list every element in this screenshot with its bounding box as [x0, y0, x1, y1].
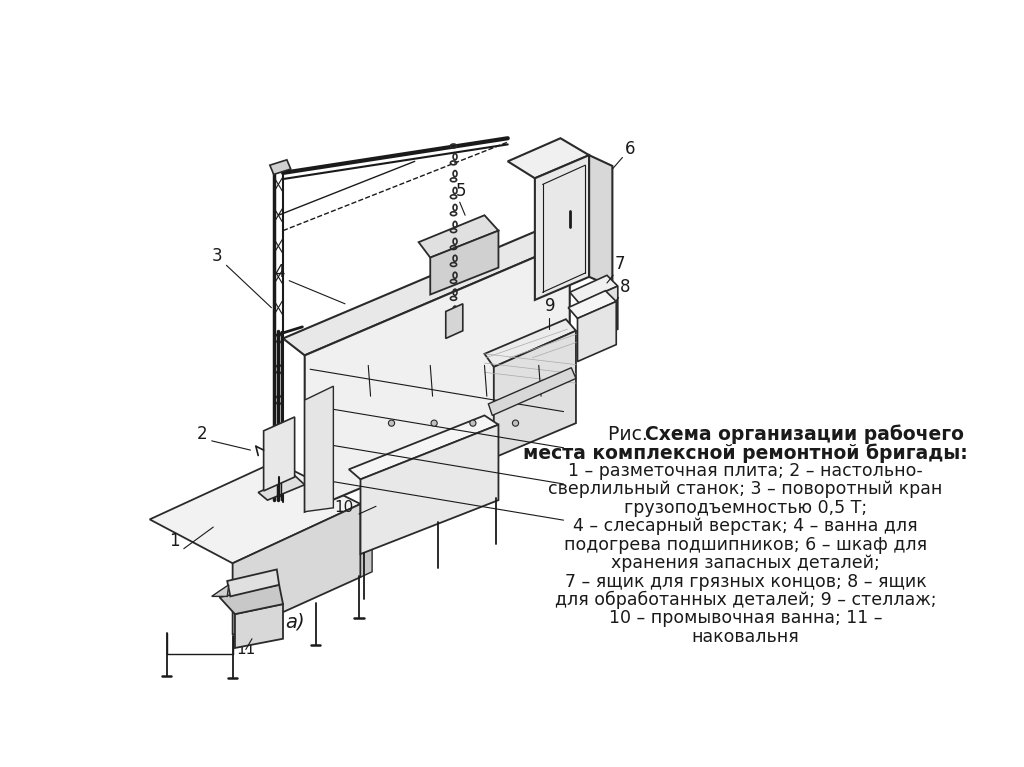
- Polygon shape: [568, 291, 616, 318]
- Text: Рис.: Рис.: [608, 425, 660, 443]
- Text: наковальня: наковальня: [692, 628, 800, 646]
- Polygon shape: [305, 242, 569, 512]
- Text: 11: 11: [237, 642, 255, 657]
- Polygon shape: [258, 476, 305, 500]
- Text: 10: 10: [334, 499, 353, 515]
- Polygon shape: [569, 275, 617, 303]
- Polygon shape: [419, 216, 499, 258]
- Polygon shape: [232, 504, 360, 635]
- Polygon shape: [445, 304, 463, 338]
- Text: 3: 3: [212, 248, 222, 265]
- Text: Схема организации рабочего: Схема организации рабочего: [645, 425, 964, 444]
- Text: а): а): [285, 612, 304, 631]
- Text: 7: 7: [614, 255, 626, 273]
- Polygon shape: [219, 585, 283, 614]
- Polygon shape: [578, 301, 616, 361]
- Circle shape: [431, 420, 437, 426]
- Polygon shape: [305, 386, 334, 512]
- Text: подогрева подшипников; 6 – шкаф для: подогрева подшипников; 6 – шкаф для: [564, 535, 928, 554]
- Circle shape: [512, 420, 518, 426]
- Text: 2: 2: [197, 425, 207, 443]
- Polygon shape: [535, 155, 589, 300]
- Text: 1: 1: [169, 532, 180, 551]
- Text: 9: 9: [545, 298, 556, 315]
- Polygon shape: [589, 155, 612, 287]
- Polygon shape: [349, 416, 499, 479]
- Polygon shape: [283, 227, 569, 355]
- Polygon shape: [360, 425, 499, 554]
- Circle shape: [470, 420, 476, 426]
- Text: 1 – разметочная плита; 2 – настольно-: 1 – разметочная плита; 2 – настольно-: [568, 462, 923, 479]
- Polygon shape: [430, 231, 499, 295]
- Text: 4 – слесарный верстак; 4 – ванна для: 4 – слесарный верстак; 4 – ванна для: [573, 517, 918, 535]
- Text: 10 – промывочная ванна; 11 –: 10 – промывочная ванна; 11 –: [609, 610, 883, 627]
- Polygon shape: [579, 286, 617, 346]
- Polygon shape: [227, 569, 280, 597]
- Polygon shape: [508, 138, 589, 178]
- Text: 6: 6: [625, 140, 636, 158]
- Polygon shape: [484, 319, 575, 367]
- Text: 5: 5: [456, 182, 467, 200]
- Text: места комплексной ремонтной бригады:: места комплексной ремонтной бригады:: [523, 443, 968, 463]
- Text: хранения запасных деталей;: хранения запасных деталей;: [611, 554, 880, 572]
- Text: грузоподъемностью 0,5 Т;: грузоподъемностью 0,5 Т;: [624, 499, 867, 517]
- Polygon shape: [212, 585, 228, 597]
- Text: для обработанных деталей; 9 – стеллаж;: для обработанных деталей; 9 – стеллаж;: [555, 591, 936, 609]
- Text: 8: 8: [621, 278, 631, 296]
- Polygon shape: [494, 331, 575, 458]
- Polygon shape: [360, 499, 372, 577]
- Polygon shape: [263, 417, 295, 491]
- Circle shape: [388, 420, 394, 426]
- Polygon shape: [270, 160, 291, 174]
- Polygon shape: [488, 367, 575, 416]
- Text: 7 – ящик для грязных концов; 8 – ящик: 7 – ящик для грязных концов; 8 – ящик: [565, 572, 927, 591]
- Text: 4: 4: [273, 263, 285, 281]
- Polygon shape: [150, 462, 360, 563]
- Text: сверлильный станок; 3 – поворотный кран: сверлильный станок; 3 – поворотный кран: [549, 480, 943, 498]
- Polygon shape: [234, 604, 283, 648]
